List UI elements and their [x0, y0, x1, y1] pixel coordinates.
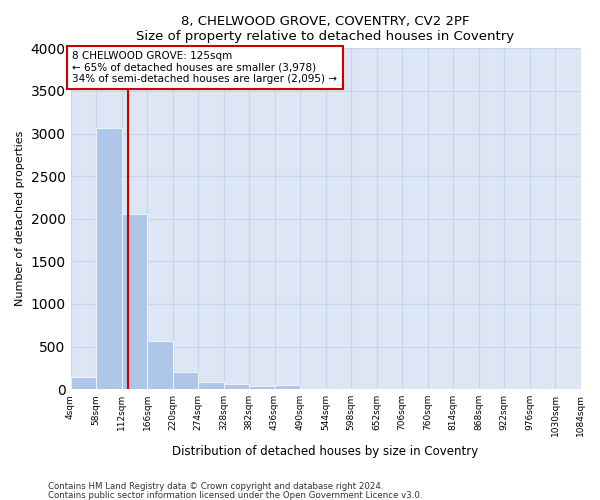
- Text: 8 CHELWOOD GROVE: 125sqm
← 65% of detached houses are smaller (3,978)
34% of sem: 8 CHELWOOD GROVE: 125sqm ← 65% of detach…: [73, 51, 337, 84]
- Bar: [122, 214, 147, 389]
- Bar: [198, 382, 224, 389]
- X-axis label: Distribution of detached houses by size in Coventry: Distribution of detached houses by size …: [172, 444, 479, 458]
- Y-axis label: Number of detached properties: Number of detached properties: [15, 131, 25, 306]
- Title: 8, CHELWOOD GROVE, COVENTRY, CV2 2PF
Size of property relative to detached house: 8, CHELWOOD GROVE, COVENTRY, CV2 2PF Siz…: [136, 15, 515, 43]
- Bar: [249, 386, 275, 389]
- Text: Contains HM Land Registry data © Crown copyright and database right 2024.: Contains HM Land Registry data © Crown c…: [48, 482, 383, 491]
- Bar: [173, 372, 198, 389]
- Text: Contains public sector information licensed under the Open Government Licence v3: Contains public sector information licen…: [48, 490, 422, 500]
- Bar: [224, 384, 249, 389]
- Bar: [71, 377, 96, 389]
- Bar: [96, 128, 122, 389]
- Bar: [147, 342, 173, 389]
- Bar: [275, 385, 300, 389]
